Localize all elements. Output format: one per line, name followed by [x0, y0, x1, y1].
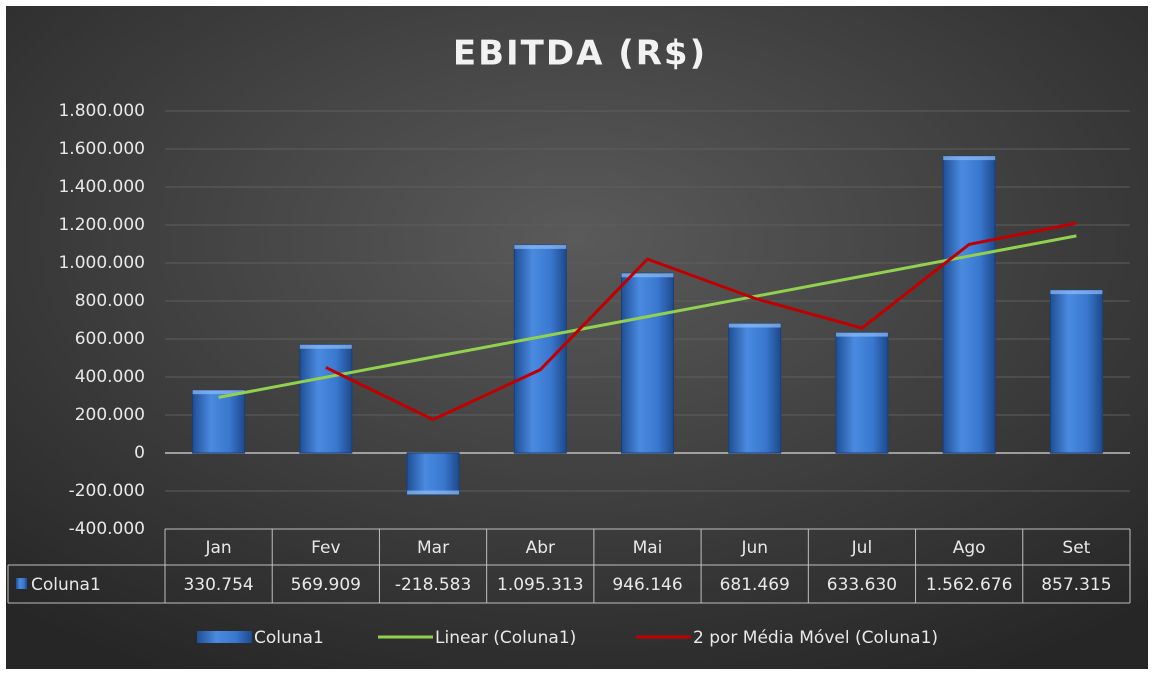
y-tick-label: 800.000 [75, 291, 145, 311]
table-value: 946.146 [612, 575, 682, 595]
y-tick-label: 1.600.000 [58, 139, 145, 159]
y-tick-label: 1.200.000 [58, 215, 145, 235]
x-tick-label: Jan [205, 538, 232, 558]
bar-bevel [299, 344, 352, 349]
bar [728, 323, 782, 454]
legend-label: 2 por Média Móvel (Coluna1) [693, 628, 938, 648]
y-tick-label: 1.000.000 [58, 253, 145, 273]
table-value: 1.095.313 [497, 575, 584, 595]
bar-bevel [728, 323, 781, 328]
bar-bevel [407, 490, 460, 495]
bar [942, 155, 996, 454]
x-tick-label: Abr [526, 538, 555, 558]
y-tick-label: 1.800.000 [58, 101, 145, 121]
bar [621, 272, 674, 454]
bar [299, 344, 353, 454]
bar [406, 452, 460, 496]
bar-bevel [514, 244, 567, 249]
trend-line [325, 221, 1077, 422]
x-tick-label: Ago [953, 538, 986, 558]
y-tick-label: -400.000 [69, 519, 145, 539]
table-value: 1.562.676 [926, 575, 1013, 595]
table-value: 569.909 [291, 575, 361, 595]
bar [835, 332, 889, 454]
bar-bevel [835, 332, 888, 337]
bar-bevel [192, 390, 245, 395]
bar [513, 244, 567, 454]
y-tick-label: 200.000 [75, 405, 145, 425]
table-value: 330.754 [183, 575, 253, 595]
x-tick-label: Fev [311, 538, 340, 558]
legend-label: Linear (Coluna1) [435, 628, 576, 648]
y-tick-label: 400.000 [75, 367, 145, 387]
table-value: 857.315 [1041, 575, 1111, 595]
x-tick-label: Set [1062, 538, 1090, 558]
bar-bevel [943, 156, 996, 161]
bar-bevel [621, 273, 674, 278]
table-series-label: Coluna1 [31, 575, 101, 595]
legend-key [197, 631, 252, 643]
trend-line [218, 234, 1077, 399]
x-tick-label: Jun [740, 538, 768, 558]
table-value: 681.469 [720, 575, 790, 595]
bar-bevel [1050, 290, 1103, 295]
x-tick-label: Mai [633, 538, 663, 558]
x-tick-label: Jul [851, 538, 873, 558]
legend-label: Coluna1 [254, 628, 324, 648]
bar [192, 389, 246, 454]
table-key [16, 578, 27, 589]
y-tick-label: -200.000 [69, 481, 145, 501]
y-tick-label: 600.000 [75, 329, 145, 349]
x-tick-label: Mar [417, 538, 449, 558]
y-tick-label: 1.400.000 [58, 177, 145, 197]
chart-title: EBITDA (R$) [453, 34, 707, 74]
y-tick-label: 0 [134, 443, 145, 463]
table-value: -218.583 [395, 575, 471, 595]
table-value: 633.630 [827, 575, 897, 595]
bar [1049, 289, 1103, 454]
